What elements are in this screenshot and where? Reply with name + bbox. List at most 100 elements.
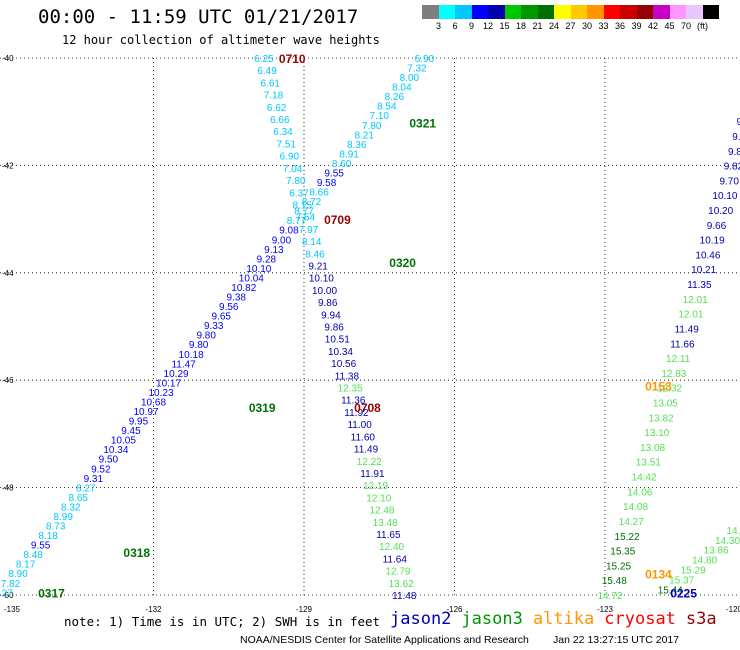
pass-label: 0317	[38, 586, 65, 600]
swh-value: 10.56	[331, 359, 356, 370]
swh-value: 9.38	[227, 293, 247, 304]
color-scale-label: 24	[548, 21, 560, 31]
swh-value: 14.72	[598, 591, 623, 602]
swh-value: 9.55	[324, 168, 344, 179]
swh-value: 12.79	[385, 567, 410, 578]
color-swatch	[455, 5, 472, 19]
swh-value: 11.60	[351, 432, 376, 443]
swh-value: 7.10	[370, 111, 390, 122]
x-tick-label: -120	[726, 605, 740, 614]
color-swatch	[504, 5, 521, 19]
swh-value: 7.54	[296, 213, 316, 224]
swh-value: 10.21	[691, 265, 716, 276]
color-scale-label: 9	[468, 21, 475, 31]
swh-value: 11.00	[347, 420, 372, 431]
swh-value: 7.51	[276, 139, 296, 150]
color-swatch	[702, 5, 719, 19]
swh-value: 9.58	[317, 178, 337, 189]
satellite-legend-item: cryosat	[604, 609, 676, 629]
swh-value: 12.32	[657, 384, 682, 395]
swh-value: 9.00	[272, 235, 292, 246]
swh-value: 15.29	[681, 566, 706, 577]
pass-label: 0318	[123, 546, 150, 560]
swh-value: 6.25	[254, 54, 274, 65]
swh-value: 10.29	[164, 369, 189, 380]
x-tick-label: -126	[446, 605, 463, 614]
swh-value: 9.33	[204, 321, 224, 332]
swh-value: 14.80	[692, 556, 717, 567]
swh-value: 11.35	[687, 280, 712, 291]
color-scale-label: 21	[532, 21, 543, 31]
swh-value: 12.40	[379, 542, 404, 553]
swh-value: 10.00	[312, 286, 337, 297]
swh-value: 10.17	[156, 378, 181, 389]
swh-value: 8.18	[38, 531, 58, 542]
swh-value: 9.52	[91, 464, 111, 475]
swh-value: 10.19	[700, 236, 725, 247]
swh-value: 11.49	[354, 445, 379, 456]
swh-value: 9.95	[129, 417, 149, 428]
swh-value: 9.45	[121, 426, 141, 437]
swh-value: 12.01	[678, 310, 703, 321]
swh-value: 9.86	[324, 323, 344, 334]
y-tick-label: -42	[2, 161, 14, 170]
color-swatch	[537, 5, 554, 19]
swh-value: 12.22	[357, 457, 382, 468]
color-swatch	[653, 5, 670, 19]
swh-value: 9.31	[84, 474, 104, 485]
swh-value: 10.10	[712, 191, 737, 202]
swh-value: 8.27	[76, 483, 96, 494]
swh-value: 7.32	[407, 64, 427, 75]
swh-value: 7.04	[283, 164, 303, 175]
swh-value: 11.49	[674, 324, 699, 335]
swh-value: 15.44	[658, 586, 683, 597]
swh-value: 8.77	[294, 207, 314, 218]
swh-value: 11.48	[392, 591, 417, 602]
swh-value: 8.15	[292, 200, 312, 211]
swh-value: 12.19	[363, 481, 388, 492]
color-scale-label: 3	[435, 21, 442, 31]
color-swatch	[636, 5, 653, 19]
swh-value: 9.08	[279, 226, 299, 237]
swh-value: 6.90	[415, 54, 435, 65]
swh-value: 14.27	[619, 517, 644, 528]
swh-value: 10.34	[103, 445, 128, 456]
color-scale-bar	[422, 5, 719, 19]
swh-value: 11.92	[344, 408, 369, 419]
swh-value: 11.47	[171, 359, 196, 370]
swh-value: 8.17	[16, 560, 36, 571]
color-swatch	[554, 5, 571, 19]
swh-value: 9.80	[196, 331, 216, 342]
color-swatch	[686, 5, 703, 19]
color-scale-label: 70	[680, 21, 692, 31]
swh-value: 9.82	[724, 162, 740, 173]
credit-text: NOAA/NESDIS Center for Satellite Applica…	[240, 634, 529, 646]
pass-label: 0320	[389, 256, 416, 270]
swh-value: 9.50	[99, 455, 119, 466]
x-tick-label: -129	[296, 605, 313, 614]
color-scale-label: 36	[614, 21, 626, 31]
color-swatch	[422, 5, 439, 19]
swh-value: 14.06	[627, 487, 652, 498]
swh-value: 6.66	[270, 115, 290, 126]
x-tick-label: -132	[145, 605, 162, 614]
swh-value: 6.61	[261, 78, 281, 89]
swh-value: 9.80	[189, 340, 209, 351]
swh-value: 8.04	[392, 83, 412, 94]
swh-value: 14.39	[727, 526, 740, 537]
swh-value: 8.46	[305, 249, 325, 260]
swh-value: 12.83	[661, 369, 686, 380]
page-subtitle: 12 hour collection of altimeter wave hei…	[62, 33, 380, 47]
y-tick-label: -48	[2, 484, 14, 493]
swh-value: 10.34	[328, 347, 353, 358]
swh-value: 13.48	[373, 518, 398, 529]
swh-value: 12.10	[366, 493, 391, 504]
y-tick-label: -50	[2, 591, 14, 600]
swh-value: 15.48	[602, 576, 627, 587]
color-swatch	[603, 5, 620, 19]
swh-value: 10.82	[231, 283, 256, 294]
y-tick-label: -46	[2, 376, 14, 385]
swh-value: 9.56	[219, 302, 239, 313]
swh-value: 8.54	[377, 102, 397, 113]
swh-value: 15.37	[669, 576, 694, 587]
